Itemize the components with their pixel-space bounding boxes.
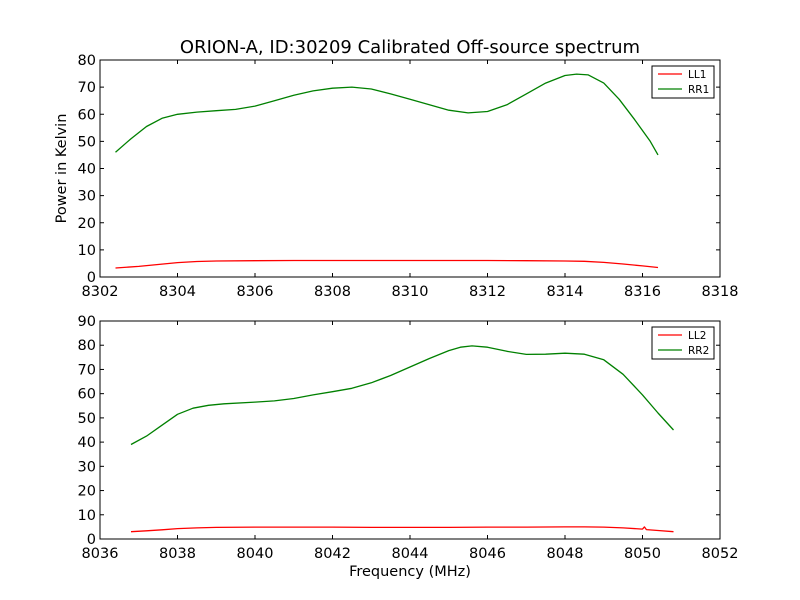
top-subplot: 8302 8304 8306 8308 8310 8312 8314 8316 8318 0 10 2… (54, 53, 738, 300)
top-x-tick-label: 8318 (702, 284, 739, 300)
top-y-tick-label: 40 (78, 162, 96, 178)
top-legend-label-rr1: RR1 (688, 84, 709, 96)
top-series-line-ll1 (115, 259, 659, 269)
bottom-y-tick-label: 50 (78, 411, 96, 427)
bottom-subplot: 8036 8038 8040 8042 8044 8046 8048 8050 80520102… (78, 314, 739, 562)
top-axis-ticks: 8302 8304 8306 8308 8310 8312 8314 8316 8318 0 10 2… (78, 53, 739, 300)
top-y-tick-label: 80 (78, 53, 96, 69)
top-y-tick-label: 60 (78, 107, 96, 123)
top-y-tick-label: 30 (78, 189, 96, 205)
bottom-axis-ticks: 8036 8038 8040 8042 8044 8046 8048 8050 80520102… (78, 314, 739, 562)
bottom-plot-lines (130, 345, 674, 533)
top-y-tick-label: 10 (78, 243, 96, 259)
bottom-x-tick-label: 8040 (237, 546, 274, 562)
bottom-plot-frame (99, 320, 721, 540)
bottom-y-tick-label: 60 (78, 387, 96, 403)
bottom-y-tick-label: 30 (78, 459, 96, 475)
top-x-tick-label: 8314 (547, 284, 584, 300)
bottom-legend-label-ll2: LL2 (688, 330, 706, 342)
bottom-x-tick-label: 8052 (702, 546, 739, 562)
bottom-series-line-rr2 (130, 345, 674, 446)
top-x-tick-label: 8312 (469, 284, 506, 300)
top-x-tick-label: 8316 (624, 284, 661, 300)
top-y-tick-label: 0 (87, 270, 96, 286)
bottom-y-tick-label: 70 (78, 362, 96, 378)
top-legend-label-ll1: LL1 (688, 69, 706, 81)
bottom-x-tick-label: 8036 (82, 546, 119, 562)
bottom-x-tick-label: 8038 (159, 546, 196, 562)
bottom-y-tick-label: 40 (78, 435, 96, 451)
top-x-tick-label: 8308 (314, 284, 351, 300)
top-x-tick-label: 8306 (237, 284, 274, 300)
bottom-y-tick-label: 0 (87, 532, 96, 548)
top-plot-lines (115, 73, 659, 269)
bottom-x-tick-label: 8050 (624, 546, 661, 562)
top-legend: LL1 RR1 (651, 65, 715, 99)
top-x-tick-label: 8302 (82, 284, 119, 300)
top-y-tick-label: 20 (78, 216, 96, 232)
top-y-tick-label: 50 (78, 134, 96, 150)
top-legend-box (651, 65, 715, 99)
bottom-y-tick-label: 80 (78, 338, 96, 354)
bottom-x-tick-label: 8046 (469, 546, 506, 562)
bottom-legend-box (651, 326, 715, 360)
bottom-series-line-ll2 (130, 526, 674, 533)
top-series-line-rr1 (115, 73, 659, 156)
bottom-x-tick-label: 8044 (392, 546, 429, 562)
bottom-x-tick-label: 8042 (314, 546, 351, 562)
bottom-x-tick-label: 8048 (547, 546, 584, 562)
top-x-tick-label: 8310 (392, 284, 429, 300)
top-y-axis-label: Power in Kelvin (54, 114, 70, 224)
bottom-legend: LL2 RR2 (651, 326, 715, 360)
bottom-y-tick-label: 90 (78, 314, 96, 330)
top-plot-frame (99, 59, 721, 278)
chart-title: ORION-A, ID:30209 Calibrated Off-source … (180, 37, 640, 58)
x-axis-label: Frequency (MHz) (349, 564, 471, 580)
bottom-legend-label-rr2: RR2 (688, 345, 709, 357)
bottom-y-tick-label: 20 (78, 484, 96, 500)
top-x-tick-label: 8304 (159, 284, 196, 300)
bottom-y-tick-label: 10 (78, 508, 96, 524)
top-y-tick-label: 70 (78, 80, 96, 96)
